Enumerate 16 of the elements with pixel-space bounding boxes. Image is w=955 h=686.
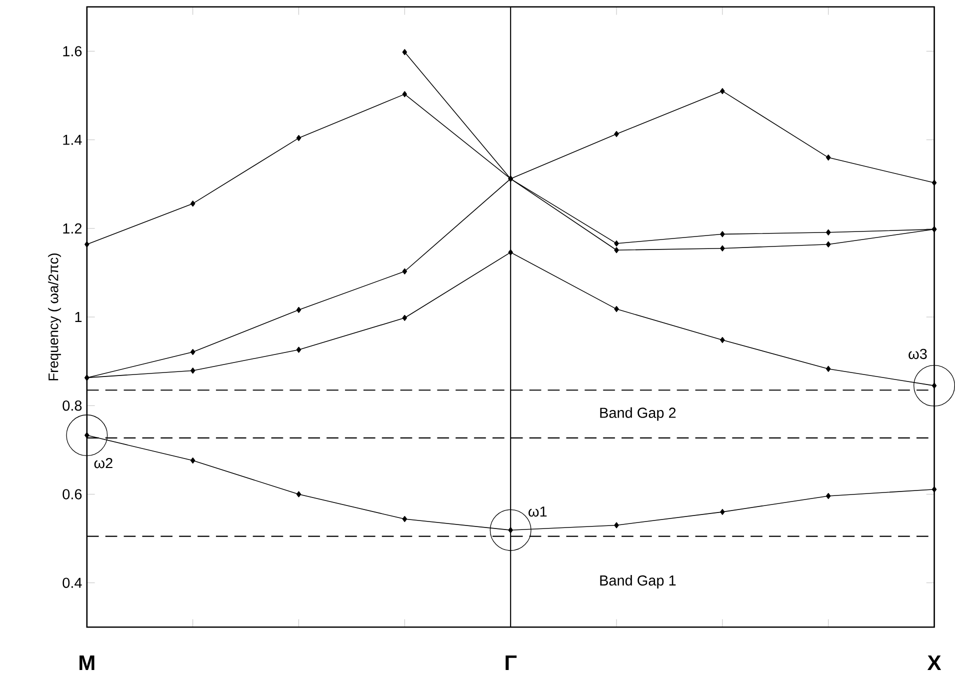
x-tick-label: X (927, 655, 942, 670)
x-tick-label: M (80, 655, 94, 670)
annotation: ω2 (94, 458, 112, 468)
y-tick-label: 1.4 (63, 134, 82, 145)
y-tick-label: 0.8 (62, 400, 82, 411)
y-tick-label: 0.6 (62, 488, 82, 500)
x-tick-label: Γ (506, 655, 517, 670)
annotation: Band Gap 2 (600, 407, 676, 421)
y-axis-title: Frequency ( ωa/2πc) (48, 253, 61, 380)
y-tick-label: 1.2 (63, 223, 82, 234)
annotation: Band Gap 1 (600, 574, 676, 588)
y-tick-label: 0.4 (62, 578, 82, 588)
annotation: ω3 (908, 348, 927, 359)
y-tick-label: 1.6 (63, 46, 82, 56)
y-tick-label: 1 (75, 312, 82, 322)
annotation: ω1 (528, 506, 547, 516)
